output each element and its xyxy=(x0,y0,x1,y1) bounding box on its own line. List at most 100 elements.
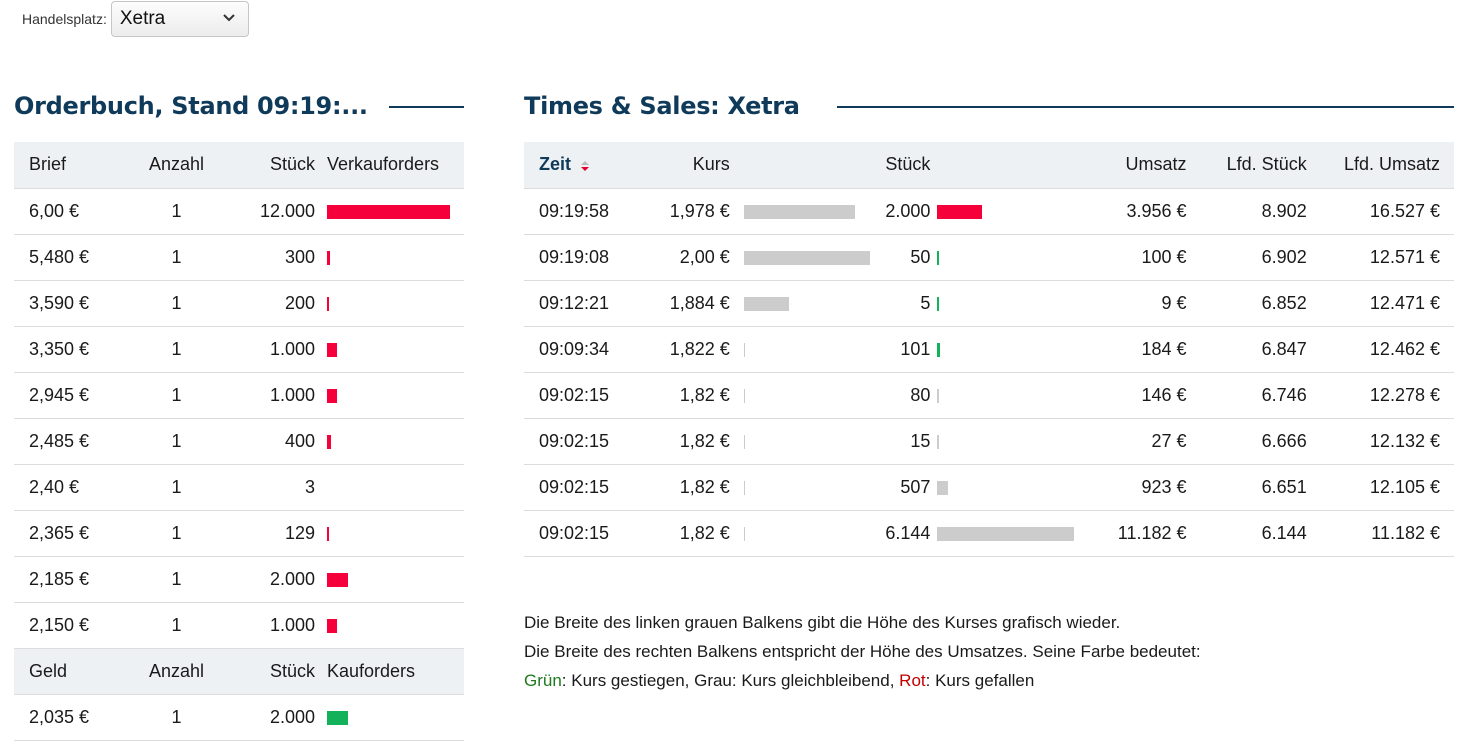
table-row: 2,40 €1 3 xyxy=(14,464,464,511)
umsatz-bar-cell xyxy=(937,418,1089,465)
handelsplatz-select[interactable]: Xetra xyxy=(110,1,249,37)
stueck-cell: 6.144 xyxy=(869,510,938,557)
kurs-cell: 1,82 € xyxy=(623,510,730,557)
kurs-cell: 2,00 € xyxy=(623,234,730,281)
preis-cell: 6,00 € xyxy=(14,188,128,235)
times-sales-header-row: Zeit Kurs Stück Umsatz Lfd. Stück Lfd. U… xyxy=(524,142,1454,189)
note-rot: Rot xyxy=(899,671,926,690)
anzahl-cell: 1 xyxy=(128,418,225,465)
preis-cell: 3,590 € xyxy=(14,280,128,327)
note-part-a: : Kurs gestiegen, Grau: Kurs gleichbleib… xyxy=(561,671,900,690)
col-lfd-umsatz-header: Lfd. Umsatz xyxy=(1306,142,1454,189)
table-row: 2,485 €1 400 xyxy=(14,418,464,465)
stueck-cell: 2.000 xyxy=(869,188,938,235)
table-row: 2,185 €1 2.000 xyxy=(14,556,464,603)
kurs-bar-cell xyxy=(729,418,870,465)
volume-bar xyxy=(327,618,337,633)
umsatz-bar-cell xyxy=(937,372,1089,419)
col-zeit-label: Zeit xyxy=(539,154,572,175)
brief-header-col1: Brief xyxy=(14,142,128,189)
col-lfd-stueck-header: Lfd. Stück xyxy=(1186,142,1307,189)
col-umsatz-bar-header xyxy=(937,142,1089,189)
kurs-bar xyxy=(743,526,745,541)
lfd-stueck-cell: 6.746 xyxy=(1186,372,1307,419)
lfd-stueck-cell: 6.651 xyxy=(1186,464,1307,511)
umsatz-bar-cell xyxy=(937,510,1089,557)
volume-bar xyxy=(327,710,348,725)
umsatz-cell: 146 € xyxy=(1088,372,1187,419)
geld-header-col4: Kauforders xyxy=(326,648,464,695)
umsatz-bar-cell xyxy=(937,280,1089,327)
umsatz-bar xyxy=(937,434,940,449)
geld-header-col2: Anzahl xyxy=(128,648,225,695)
preis-cell: 3,350 € xyxy=(14,326,128,373)
sort-icon[interactable] xyxy=(580,159,590,173)
preis-cell: 5,480 € xyxy=(14,234,128,281)
table-row: 2,945 €1 1.000 xyxy=(14,372,464,419)
anzahl-cell: 1 xyxy=(128,280,225,327)
volume-bar-cell xyxy=(326,372,464,419)
col-kurs-header: Kurs xyxy=(623,142,730,189)
stueck-cell: 507 xyxy=(869,464,938,511)
volume-bar xyxy=(327,434,331,449)
zeit-cell: 09:09:34 xyxy=(524,326,624,373)
table-row: 09:02:15 1,82 € 15 27 €6.666 12.132 € xyxy=(524,418,1454,465)
stueck-cell: 1.000 xyxy=(225,326,326,373)
kurs-cell: 1,82 € xyxy=(623,418,730,465)
stueck-cell: 129 xyxy=(225,510,326,557)
preis-cell: 2,485 € xyxy=(14,418,128,465)
preis-cell: 2,035 € xyxy=(14,694,128,741)
anzahl-cell: 1 xyxy=(128,556,225,603)
stueck-cell: 200 xyxy=(225,280,326,327)
kurs-bar-cell xyxy=(729,234,870,281)
kurs-cell: 1,884 € xyxy=(623,280,730,327)
anzahl-cell: 1 xyxy=(128,188,225,235)
preis-cell: 2,185 € xyxy=(14,556,128,603)
anzahl-cell: 1 xyxy=(128,464,225,511)
umsatz-cell: 923 € xyxy=(1088,464,1187,511)
kurs-bar xyxy=(743,342,745,357)
umsatz-bar xyxy=(937,526,1075,541)
anzahl-cell: 1 xyxy=(128,694,225,741)
lfd-umsatz-cell: 12.132 € xyxy=(1306,418,1454,465)
umsatz-cell: 27 € xyxy=(1088,418,1187,465)
stueck-cell: 12.000 xyxy=(225,188,326,235)
lfd-stueck-cell: 6.144 xyxy=(1186,510,1307,557)
table-row: 09:02:15 1,82 € 507 923 €6.651 12.105 € xyxy=(524,464,1454,511)
table-row: 09:12:21 1,884 € 5 9 €6.852 12.471 € xyxy=(524,280,1454,327)
volume-bar-cell xyxy=(326,694,464,741)
stueck-cell: 80 xyxy=(869,372,938,419)
stueck-cell: 5 xyxy=(869,280,938,327)
handelsplatz-label: Handelsplatz: xyxy=(22,11,107,27)
kurs-bar-cell xyxy=(729,464,870,511)
kurs-bar xyxy=(743,480,745,495)
table-row: 3,350 €1 1.000 xyxy=(14,326,464,373)
lfd-umsatz-cell: 12.278 € xyxy=(1306,372,1454,419)
lfd-stueck-cell: 6.666 xyxy=(1186,418,1307,465)
col-zeit-header[interactable]: Zeit xyxy=(524,142,624,189)
volume-bar-cell xyxy=(326,464,464,511)
stueck-cell: 400 xyxy=(225,418,326,465)
note-part-b: : Kurs gefallen xyxy=(925,671,1035,690)
times-sales-title: Times & Sales: Xetra xyxy=(524,92,800,120)
anzahl-cell: 1 xyxy=(128,234,225,281)
anzahl-cell: 1 xyxy=(128,372,225,419)
kurs-bar xyxy=(743,250,870,265)
umsatz-cell: 11.182 € xyxy=(1088,510,1187,557)
zeit-cell: 09:02:15 xyxy=(524,464,624,511)
handelsplatz-value: Xetra xyxy=(119,8,166,29)
volume-bar-cell xyxy=(326,326,464,373)
kurs-bar xyxy=(743,204,855,219)
stueck-cell: 3 xyxy=(225,464,326,511)
lfd-umsatz-cell: 12.105 € xyxy=(1306,464,1454,511)
stueck-cell: 50 xyxy=(869,234,938,281)
table-row: 2,150 €1 1.000 xyxy=(14,602,464,649)
geld-header-row: Geld Anzahl Stück Kauforders xyxy=(14,648,464,695)
table-row: 09:02:15 1,82 €6.144 11.182 €6.144 11.182 € xyxy=(524,510,1454,557)
orderbuch-table: Brief Anzahl Stück Verkauforders 6,00 €1 12.0… xyxy=(14,142,464,741)
kurs-bar xyxy=(743,434,745,449)
stueck-cell: 2.000 xyxy=(225,694,326,741)
umsatz-cell: 9 € xyxy=(1088,280,1187,327)
anzahl-cell: 1 xyxy=(128,602,225,649)
stueck-cell: 2.000 xyxy=(225,556,326,603)
